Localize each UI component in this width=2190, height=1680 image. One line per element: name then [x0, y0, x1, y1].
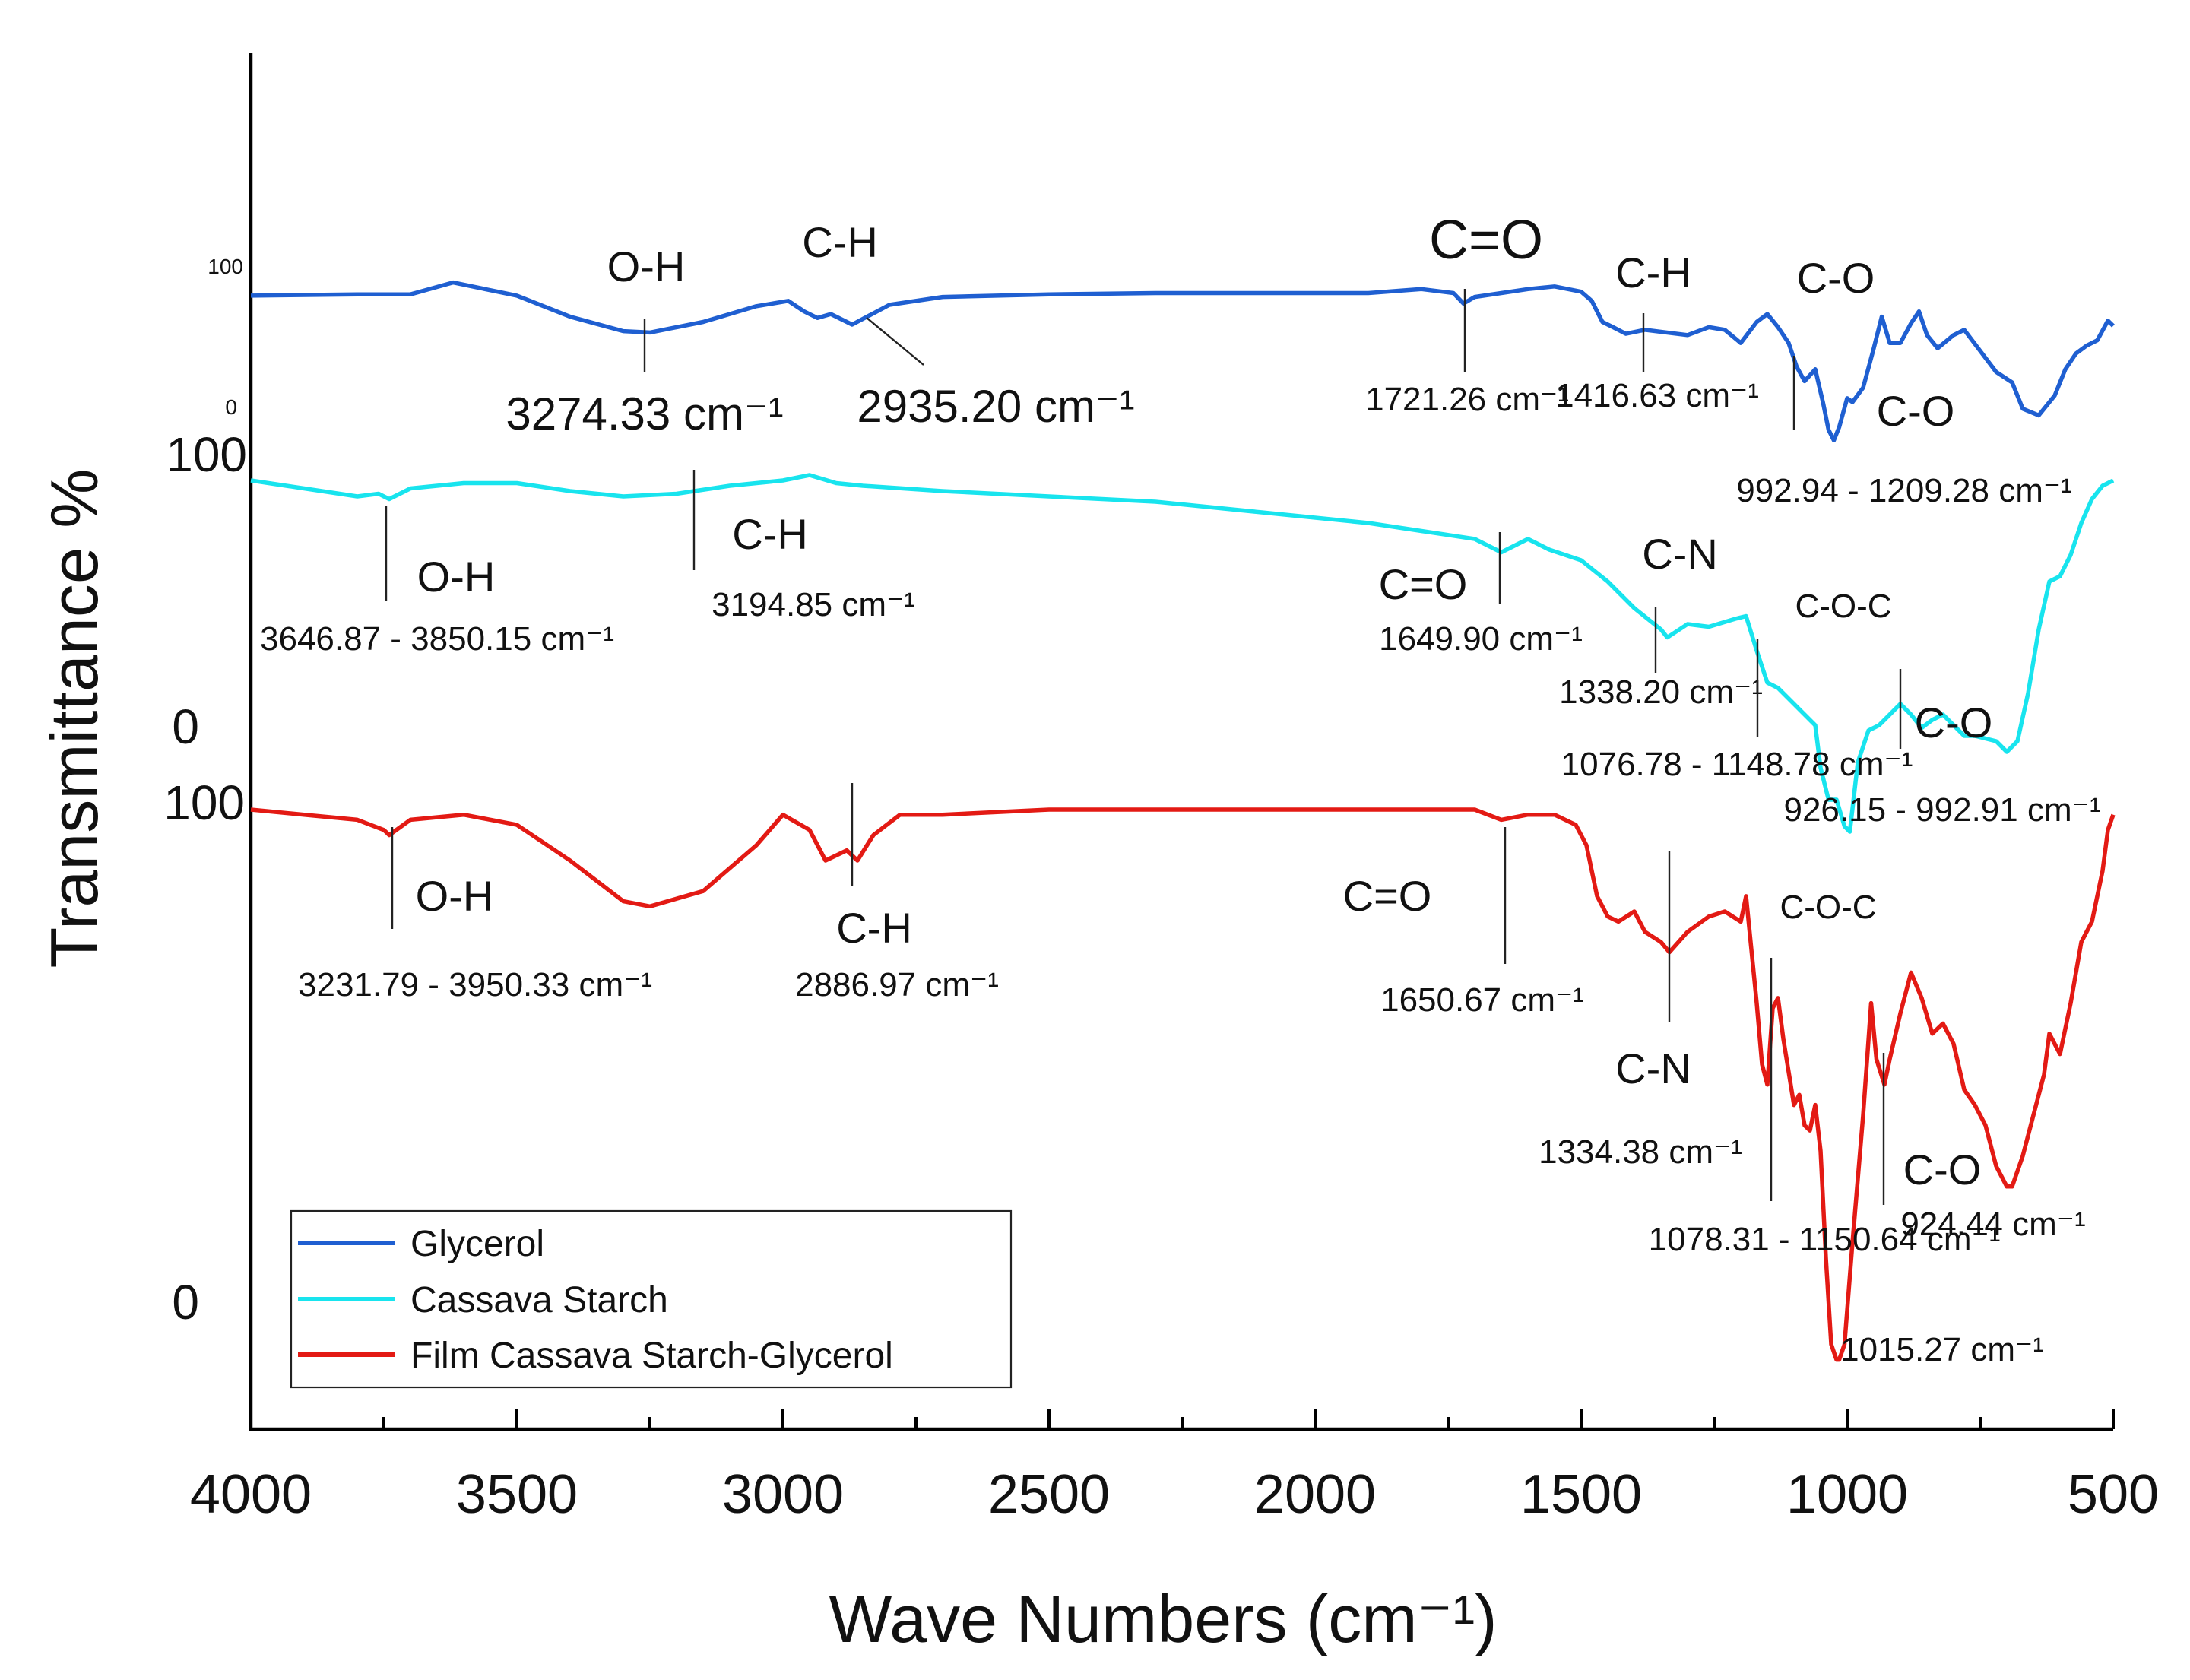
- peak-value-label: 1015.27 cm⁻¹: [1840, 1331, 2044, 1368]
- peak-group-label: C=O: [1379, 560, 1468, 608]
- peak-annotations: O-H 3274.33 cm⁻¹ C-H 2935.20 cm⁻¹ C=O 1721.26…: [260, 210, 2100, 1368]
- stack-bottom-label: 0: [172, 1275, 199, 1330]
- peak-group-label: O-H: [607, 242, 686, 290]
- peak-value-label: 926.15 - 992.91 cm⁻¹: [1783, 791, 2100, 829]
- peak-group-label: C-H: [1615, 249, 1691, 296]
- x-tick-label: 1500: [1520, 1464, 1642, 1525]
- stack-top-label: 100: [163, 775, 245, 830]
- legend: Glycerol Cassava Starch Film Cassava Sta…: [290, 1209, 1013, 1389]
- peak-group-label: C-O-C: [1795, 588, 1891, 625]
- x-tick-label: 4000: [190, 1464, 312, 1525]
- peak-value-label: 1416.63 cm⁻¹: [1555, 377, 1759, 414]
- x-axis-ticks: 4000 3500 3000 2500 2000 1500 1000 500: [190, 1409, 2159, 1525]
- x-tick-label: 2500: [988, 1464, 1110, 1525]
- series-line-cassava-starch: [250, 473, 2115, 834]
- stack-top-label: 100: [166, 427, 247, 482]
- legend-label-glycerol: Glycerol: [410, 1224, 544, 1264]
- peak-value-label: 3231.79 - 3950.33 cm⁻¹: [298, 966, 652, 1003]
- peak-group-label: O-H: [416, 872, 494, 920]
- legend-label-cassava-starch: Cassava Starch: [410, 1280, 668, 1320]
- peak-value-label: 1078.31 - 1150.64 cm⁻¹: [1649, 1221, 2001, 1258]
- peak-value-label: 1338.20 cm⁻¹: [1559, 674, 1763, 711]
- peak-group-label: C-H: [802, 218, 878, 266]
- peak-group-label: C-O: [1915, 699, 1993, 746]
- peak-value-label: 3646.87 - 3850.15 cm⁻¹: [260, 620, 614, 658]
- peak-value-label: 3274.33 cm⁻¹: [506, 388, 783, 439]
- x-tick-label: 500: [2068, 1464, 2159, 1525]
- peak-marker-line: [866, 317, 924, 366]
- stack-bottom-label: 0: [172, 699, 199, 754]
- legend-box: [290, 1209, 1013, 1389]
- peak-value-label: 1650.67 cm⁻¹: [1380, 981, 1584, 1019]
- series-line-glycerol: [250, 280, 2115, 442]
- peak-value-label: 924.44 cm⁻¹: [1900, 1206, 2085, 1243]
- stack-bottom-label: 0: [225, 395, 237, 419]
- y-axis-label: Transmittance %: [36, 469, 112, 968]
- x-tick-label: 2000: [1254, 1464, 1376, 1525]
- peak-group-label: C-H: [836, 904, 912, 952]
- peak-value-label: 2935.20 cm⁻¹: [857, 381, 1134, 432]
- peak-group-label: C-O: [1903, 1146, 1982, 1193]
- peak-group-label: C=O: [1429, 210, 1543, 271]
- stack-top-label: 100: [208, 255, 243, 278]
- peak-group-label: C-O-C: [1780, 889, 1876, 926]
- peak-value-label: 1721.26 cm⁻¹: [1365, 381, 1569, 418]
- peak-group-label: C-N: [1642, 530, 1718, 578]
- peak-value-label: 2886.97 cm⁻¹: [795, 966, 999, 1003]
- x-tick-label: 3500: [456, 1464, 578, 1525]
- x-tick-label: 3000: [722, 1464, 844, 1525]
- peak-group-label: C-H: [732, 510, 808, 558]
- peak-value-label: 3194.85 cm⁻¹: [712, 586, 915, 623]
- peak-value-label: 1334.38 cm⁻¹: [1539, 1133, 1742, 1171]
- series-line-film-cassava-starch-glycerol: [250, 807, 2116, 1362]
- peak-group-label: C-O: [1877, 387, 1955, 435]
- x-axis-label: Wave Numbers (cm⁻¹): [829, 1581, 1497, 1656]
- stack-labels: 100 0 100 0 100 0: [163, 255, 247, 1330]
- peak-group-label: C-N: [1615, 1044, 1691, 1092]
- legend-label-film: Film Cassava Starch-Glycerol: [410, 1336, 893, 1376]
- peak-value-label: 992.94 - 1209.28 cm⁻¹: [1736, 472, 2071, 509]
- peak-value-label: 1649.90 cm⁻¹: [1379, 620, 1583, 658]
- x-tick-label: 1000: [1786, 1464, 1908, 1525]
- series-layer: [250, 280, 2116, 1362]
- peak-value-label: 1076.78 - 1148.78 cm⁻¹: [1561, 746, 1913, 783]
- peak-group-label: O-H: [417, 553, 496, 601]
- peak-group-label: C-O: [1797, 254, 1875, 302]
- peak-group-label: C=O: [1343, 872, 1432, 920]
